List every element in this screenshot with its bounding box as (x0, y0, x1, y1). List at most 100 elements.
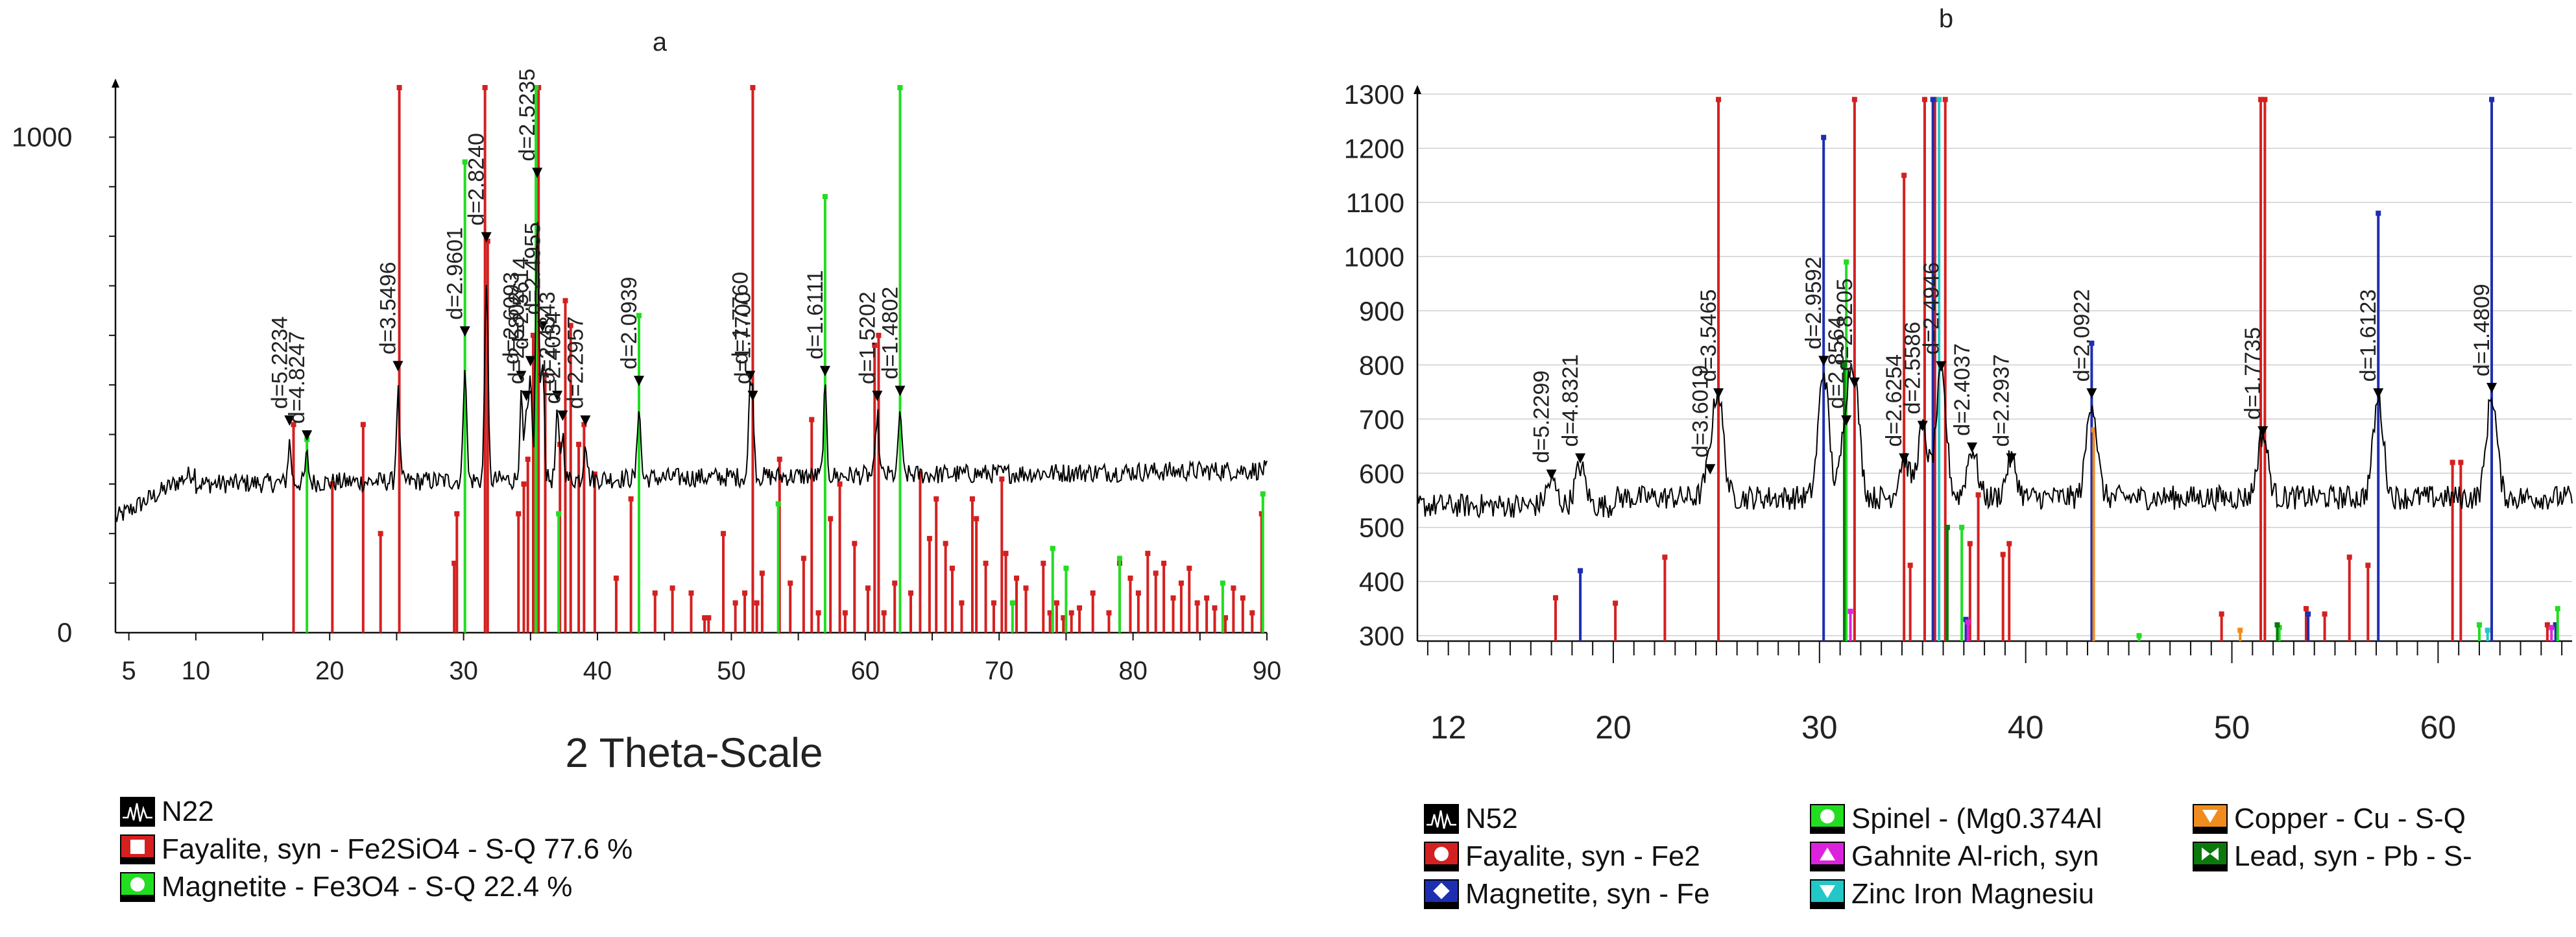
stick-marker (2000, 552, 2006, 557)
legend-label: Zinc Iron Magnesiu (1851, 878, 2095, 910)
stick-marker (1041, 561, 1046, 566)
x-tick-label: 50 (717, 657, 746, 685)
peak-label: d=2.9601 (443, 227, 468, 320)
peak-label: d=2.8205 (1833, 278, 1857, 371)
stick-marker (1552, 595, 1558, 601)
legend-item: Fayalite, syn - Fe2SiO4 - S-Q 77.6 % (120, 831, 632, 868)
measured-pattern (115, 221, 1268, 522)
peak-marker (745, 371, 756, 382)
peak-marker (516, 371, 527, 382)
stick-marker (636, 313, 642, 319)
x-tick-label: 40 (2008, 709, 2044, 746)
stick-marker (892, 580, 898, 586)
stick-marker (516, 511, 522, 517)
stick-marker (1963, 616, 1969, 622)
stick-marker (732, 600, 738, 606)
stick-marker (1170, 595, 1176, 601)
stick-marker (837, 481, 843, 487)
legend-item: Lead, syn - Pb - S- (2193, 838, 2556, 875)
peak-label: d=2.6093 (499, 272, 524, 365)
stick-marker (1178, 580, 1184, 586)
stick-marker (1135, 590, 1141, 596)
peak-label: d=2.8240 (464, 133, 489, 226)
stick-marker (396, 85, 402, 90)
peak-label: d=3.5465 (1696, 289, 1721, 382)
circle-marker-icon (120, 872, 155, 902)
stick-marker (1249, 610, 1255, 616)
legend-label: Magnetite - Fe3O4 - S-Q 22.4 % (162, 871, 573, 903)
stick-marker (536, 85, 542, 90)
stick-marker (669, 585, 675, 591)
peak-label: d=3.6019 (1688, 365, 1713, 457)
peak-marker (1575, 453, 1586, 464)
stick-marker (2485, 627, 2490, 633)
peak-marker (532, 167, 543, 178)
stick-marker (943, 541, 948, 546)
stick-marker (1194, 600, 1200, 606)
peak-marker (1936, 361, 1947, 372)
legend-item: Gahnite Al-rich, syn (1810, 838, 2193, 875)
stick-marker (1260, 491, 1266, 497)
peak-marker (459, 326, 470, 337)
x-tick-label: 20 (1595, 709, 1631, 746)
triangle-down-marker-icon (2193, 804, 2228, 834)
y-tick-label: 1200 (1344, 133, 1404, 164)
stick-marker (360, 422, 366, 428)
peak-label: d=2.0939 (617, 276, 642, 369)
stick-marker (1578, 568, 1583, 574)
peak-label: d=2.6254 (1882, 354, 1907, 447)
y-tick-label: 700 (1359, 404, 1404, 435)
y-tick-label: 800 (1359, 350, 1404, 380)
stick-marker (378, 531, 383, 537)
stick-marker (1921, 97, 1927, 103)
y-axis-arrow (1414, 85, 1421, 94)
stick-marker (1959, 524, 1965, 530)
stick-marker (2322, 611, 2328, 617)
stick-marker (1841, 362, 1847, 368)
peak-marker (2086, 388, 2097, 399)
stick-marker (974, 516, 980, 522)
stick-marker (291, 422, 296, 428)
peak-marker (895, 385, 906, 396)
stick-marker (2305, 611, 2311, 617)
stick-marker (1023, 585, 1029, 591)
stick-marker (1050, 546, 1055, 552)
peak-marker (872, 391, 883, 402)
stick-marker (1106, 610, 1112, 616)
peak-marker (1841, 415, 1852, 426)
peak-marker (481, 232, 492, 243)
stick-marker (1063, 565, 1069, 571)
stick-marker (809, 417, 815, 422)
stick-marker (2237, 627, 2243, 633)
stick-marker (2274, 622, 2280, 627)
peak-label: d=1.4802 (878, 287, 902, 380)
peak-label: d=4.8321 (1558, 354, 1583, 447)
stick-marker (485, 238, 490, 244)
peak-label: d=2.9592 (1801, 257, 1826, 350)
peak-label: d=3.5496 (376, 262, 400, 355)
stick-marker (1161, 561, 1167, 566)
stick-marker (1009, 600, 1015, 606)
x-tick-label: 10 (182, 657, 211, 685)
stick-marker (788, 580, 793, 586)
stick-marker (1975, 492, 1981, 498)
stick-marker (754, 600, 760, 606)
stick-marker (2303, 605, 2309, 611)
y-tick-label: 1100 (1346, 188, 1404, 218)
stick-marker (1907, 563, 1913, 568)
stick-marker (2258, 97, 2264, 103)
peak-marker (2486, 383, 2498, 394)
circle-marker-icon (1810, 804, 1845, 834)
legend-item: Magnetite, syn - Fe (1424, 875, 1810, 913)
y-tick-label: 500 (1359, 513, 1404, 543)
stick-marker (2089, 340, 2095, 346)
stick-marker (1223, 615, 1229, 621)
x-axis-label: 2 Theta-Scale (565, 729, 823, 776)
legend-item: Zinc Iron Magnesiu (1810, 875, 2193, 913)
x-tick-label: 12 (1430, 709, 1467, 746)
stick-marker (983, 561, 989, 566)
peak-label: d=2.5586 (1901, 322, 1925, 415)
stick-marker (2476, 622, 2482, 627)
stick-marker (2136, 633, 2142, 639)
stick-marker (1613, 600, 1619, 606)
